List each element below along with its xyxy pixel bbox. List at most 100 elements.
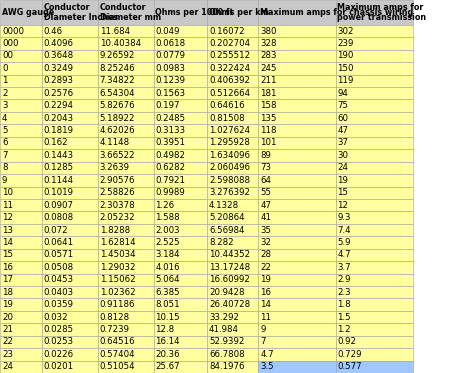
Bar	[42, 25, 98, 37]
Bar	[258, 336, 336, 348]
Text: 5.20864: 5.20864	[209, 213, 245, 222]
Text: 2.003: 2.003	[155, 226, 180, 235]
Text: 0.8128: 0.8128	[100, 313, 130, 322]
Text: 14: 14	[2, 238, 13, 247]
Text: 0.9989: 0.9989	[155, 188, 185, 197]
Bar	[336, 311, 413, 323]
Bar	[42, 100, 98, 112]
Bar	[336, 37, 413, 50]
Bar	[98, 361, 154, 373]
Text: 0.3648: 0.3648	[44, 51, 74, 60]
Text: 0.0253: 0.0253	[44, 338, 74, 347]
Bar	[154, 236, 207, 249]
Bar	[258, 224, 336, 236]
Text: 0.92: 0.92	[337, 338, 356, 347]
Bar	[154, 361, 207, 373]
Text: 22: 22	[2, 338, 13, 347]
Bar	[98, 199, 154, 211]
Bar	[336, 100, 413, 112]
Bar	[336, 211, 413, 224]
Bar	[207, 348, 258, 361]
Bar	[207, 0, 258, 25]
Text: 245: 245	[260, 64, 277, 73]
Text: 73: 73	[260, 163, 271, 172]
Bar	[42, 261, 98, 273]
Text: 0.729: 0.729	[337, 350, 362, 359]
Bar	[154, 25, 207, 37]
Bar	[0, 199, 42, 211]
Bar	[258, 162, 336, 174]
Text: 2.30378: 2.30378	[100, 201, 135, 210]
Text: 30: 30	[337, 151, 348, 160]
Text: 4.1328: 4.1328	[209, 201, 239, 210]
Bar	[42, 174, 98, 186]
Bar	[0, 249, 42, 261]
Text: 118: 118	[260, 126, 277, 135]
Text: 0.4096: 0.4096	[44, 39, 73, 48]
Text: 20: 20	[2, 313, 13, 322]
Bar	[0, 149, 42, 162]
Text: 55: 55	[260, 188, 271, 197]
Bar	[336, 224, 413, 236]
Bar	[98, 298, 154, 311]
Text: 0.4982: 0.4982	[155, 151, 185, 160]
Bar	[207, 224, 258, 236]
Bar	[98, 348, 154, 361]
Text: 1.027624: 1.027624	[209, 126, 250, 135]
Text: 11: 11	[2, 201, 13, 210]
Bar	[258, 137, 336, 149]
Text: 2.05232: 2.05232	[100, 213, 135, 222]
Text: 0.0403: 0.0403	[44, 288, 74, 297]
Text: 12: 12	[337, 201, 348, 210]
Bar	[98, 162, 154, 174]
Text: 0.2294: 0.2294	[44, 101, 73, 110]
Text: 66.7808: 66.7808	[209, 350, 245, 359]
Text: 0.16072: 0.16072	[209, 26, 245, 35]
Bar	[98, 112, 154, 124]
Text: 16: 16	[2, 263, 13, 272]
Bar	[336, 236, 413, 249]
Text: 0.1563: 0.1563	[155, 89, 186, 98]
Text: Maximum amps for chassis wiring: Maximum amps for chassis wiring	[260, 8, 413, 17]
Text: 9: 9	[260, 325, 265, 334]
Text: 5.18922: 5.18922	[100, 114, 135, 123]
Text: 0.072: 0.072	[44, 226, 68, 235]
Text: 4.7: 4.7	[260, 350, 274, 359]
Text: 10: 10	[2, 188, 13, 197]
Bar	[207, 249, 258, 261]
Bar	[207, 186, 258, 199]
Bar	[336, 261, 413, 273]
Text: 0.64616: 0.64616	[209, 101, 245, 110]
Bar	[258, 273, 336, 286]
Text: 0.1285: 0.1285	[44, 163, 74, 172]
Bar	[98, 211, 154, 224]
Bar	[336, 298, 413, 311]
Text: 35: 35	[260, 226, 271, 235]
Text: 33.292: 33.292	[209, 313, 239, 322]
Text: 5: 5	[2, 126, 8, 135]
Text: 0.049: 0.049	[155, 26, 180, 35]
Text: 0.197: 0.197	[155, 101, 180, 110]
Text: 0.0641: 0.0641	[44, 238, 74, 247]
Text: 0.81508: 0.81508	[209, 114, 245, 123]
Bar	[98, 249, 154, 261]
Text: 0.0571: 0.0571	[44, 250, 74, 259]
Bar	[258, 112, 336, 124]
Bar	[207, 211, 258, 224]
Bar	[154, 273, 207, 286]
Bar	[42, 336, 98, 348]
Bar	[42, 62, 98, 75]
Text: 9.26592: 9.26592	[100, 51, 135, 60]
Text: 2.598088: 2.598088	[209, 176, 250, 185]
Bar	[207, 124, 258, 137]
Bar	[0, 211, 42, 224]
Text: 0.2043: 0.2043	[44, 114, 74, 123]
Bar	[336, 75, 413, 87]
Text: 11: 11	[260, 313, 271, 322]
Text: 7: 7	[260, 338, 266, 347]
Text: 0000: 0000	[2, 26, 24, 35]
Text: 18: 18	[2, 288, 13, 297]
Text: 8: 8	[2, 163, 8, 172]
Bar	[207, 149, 258, 162]
Bar	[42, 0, 98, 25]
